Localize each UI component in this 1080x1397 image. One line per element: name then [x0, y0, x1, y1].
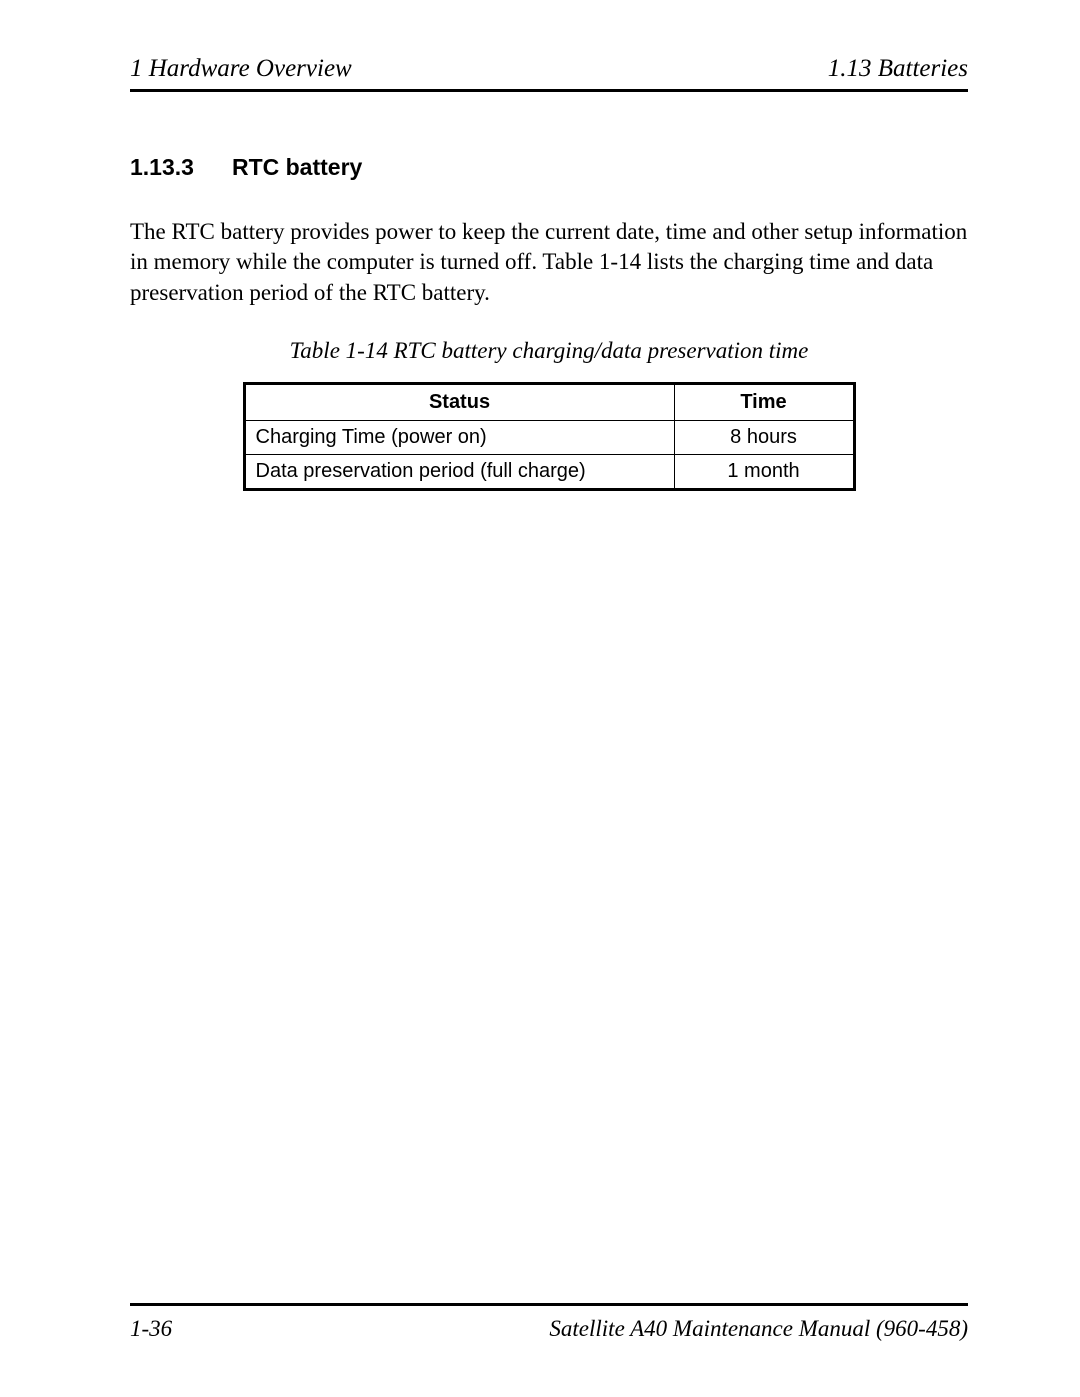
section-paragraph: The RTC battery provides power to keep t… — [130, 217, 968, 308]
table-header-time: Time — [674, 384, 854, 421]
table-cell-time: 8 hours — [674, 421, 854, 455]
running-header: 1 Hardware Overview 1.13 Batteries — [130, 55, 968, 92]
table-cell-status: Charging Time (power on) — [244, 421, 674, 455]
table-row: Charging Time (power on) 8 hours — [244, 421, 854, 455]
document-page: 1 Hardware Overview 1.13 Batteries 1.13.… — [0, 0, 1080, 1397]
table-row: Data preservation period (full charge) 1… — [244, 455, 854, 490]
footer-page-number: 1-36 — [130, 1316, 172, 1342]
table-header-row: Status Time — [244, 384, 854, 421]
section-heading: 1.13.3 RTC battery — [130, 154, 968, 181]
section-title: RTC battery — [232, 154, 362, 180]
rtc-battery-table: Status Time Charging Time (power on) 8 h… — [243, 382, 856, 491]
table-header-status: Status — [244, 384, 674, 421]
table-cell-status: Data preservation period (full charge) — [244, 455, 674, 490]
footer-manual-title: Satellite A40 Maintenance Manual (960-45… — [549, 1316, 968, 1342]
table-caption: Table 1-14 RTC battery charging/data pre… — [130, 338, 968, 364]
header-right: 1.13 Batteries — [828, 55, 968, 83]
header-left: 1 Hardware Overview — [130, 55, 352, 83]
running-footer: 1-36 Satellite A40 Maintenance Manual (9… — [130, 1303, 968, 1342]
section-number: 1.13.3 — [130, 154, 194, 181]
table-cell-time: 1 month — [674, 455, 854, 490]
